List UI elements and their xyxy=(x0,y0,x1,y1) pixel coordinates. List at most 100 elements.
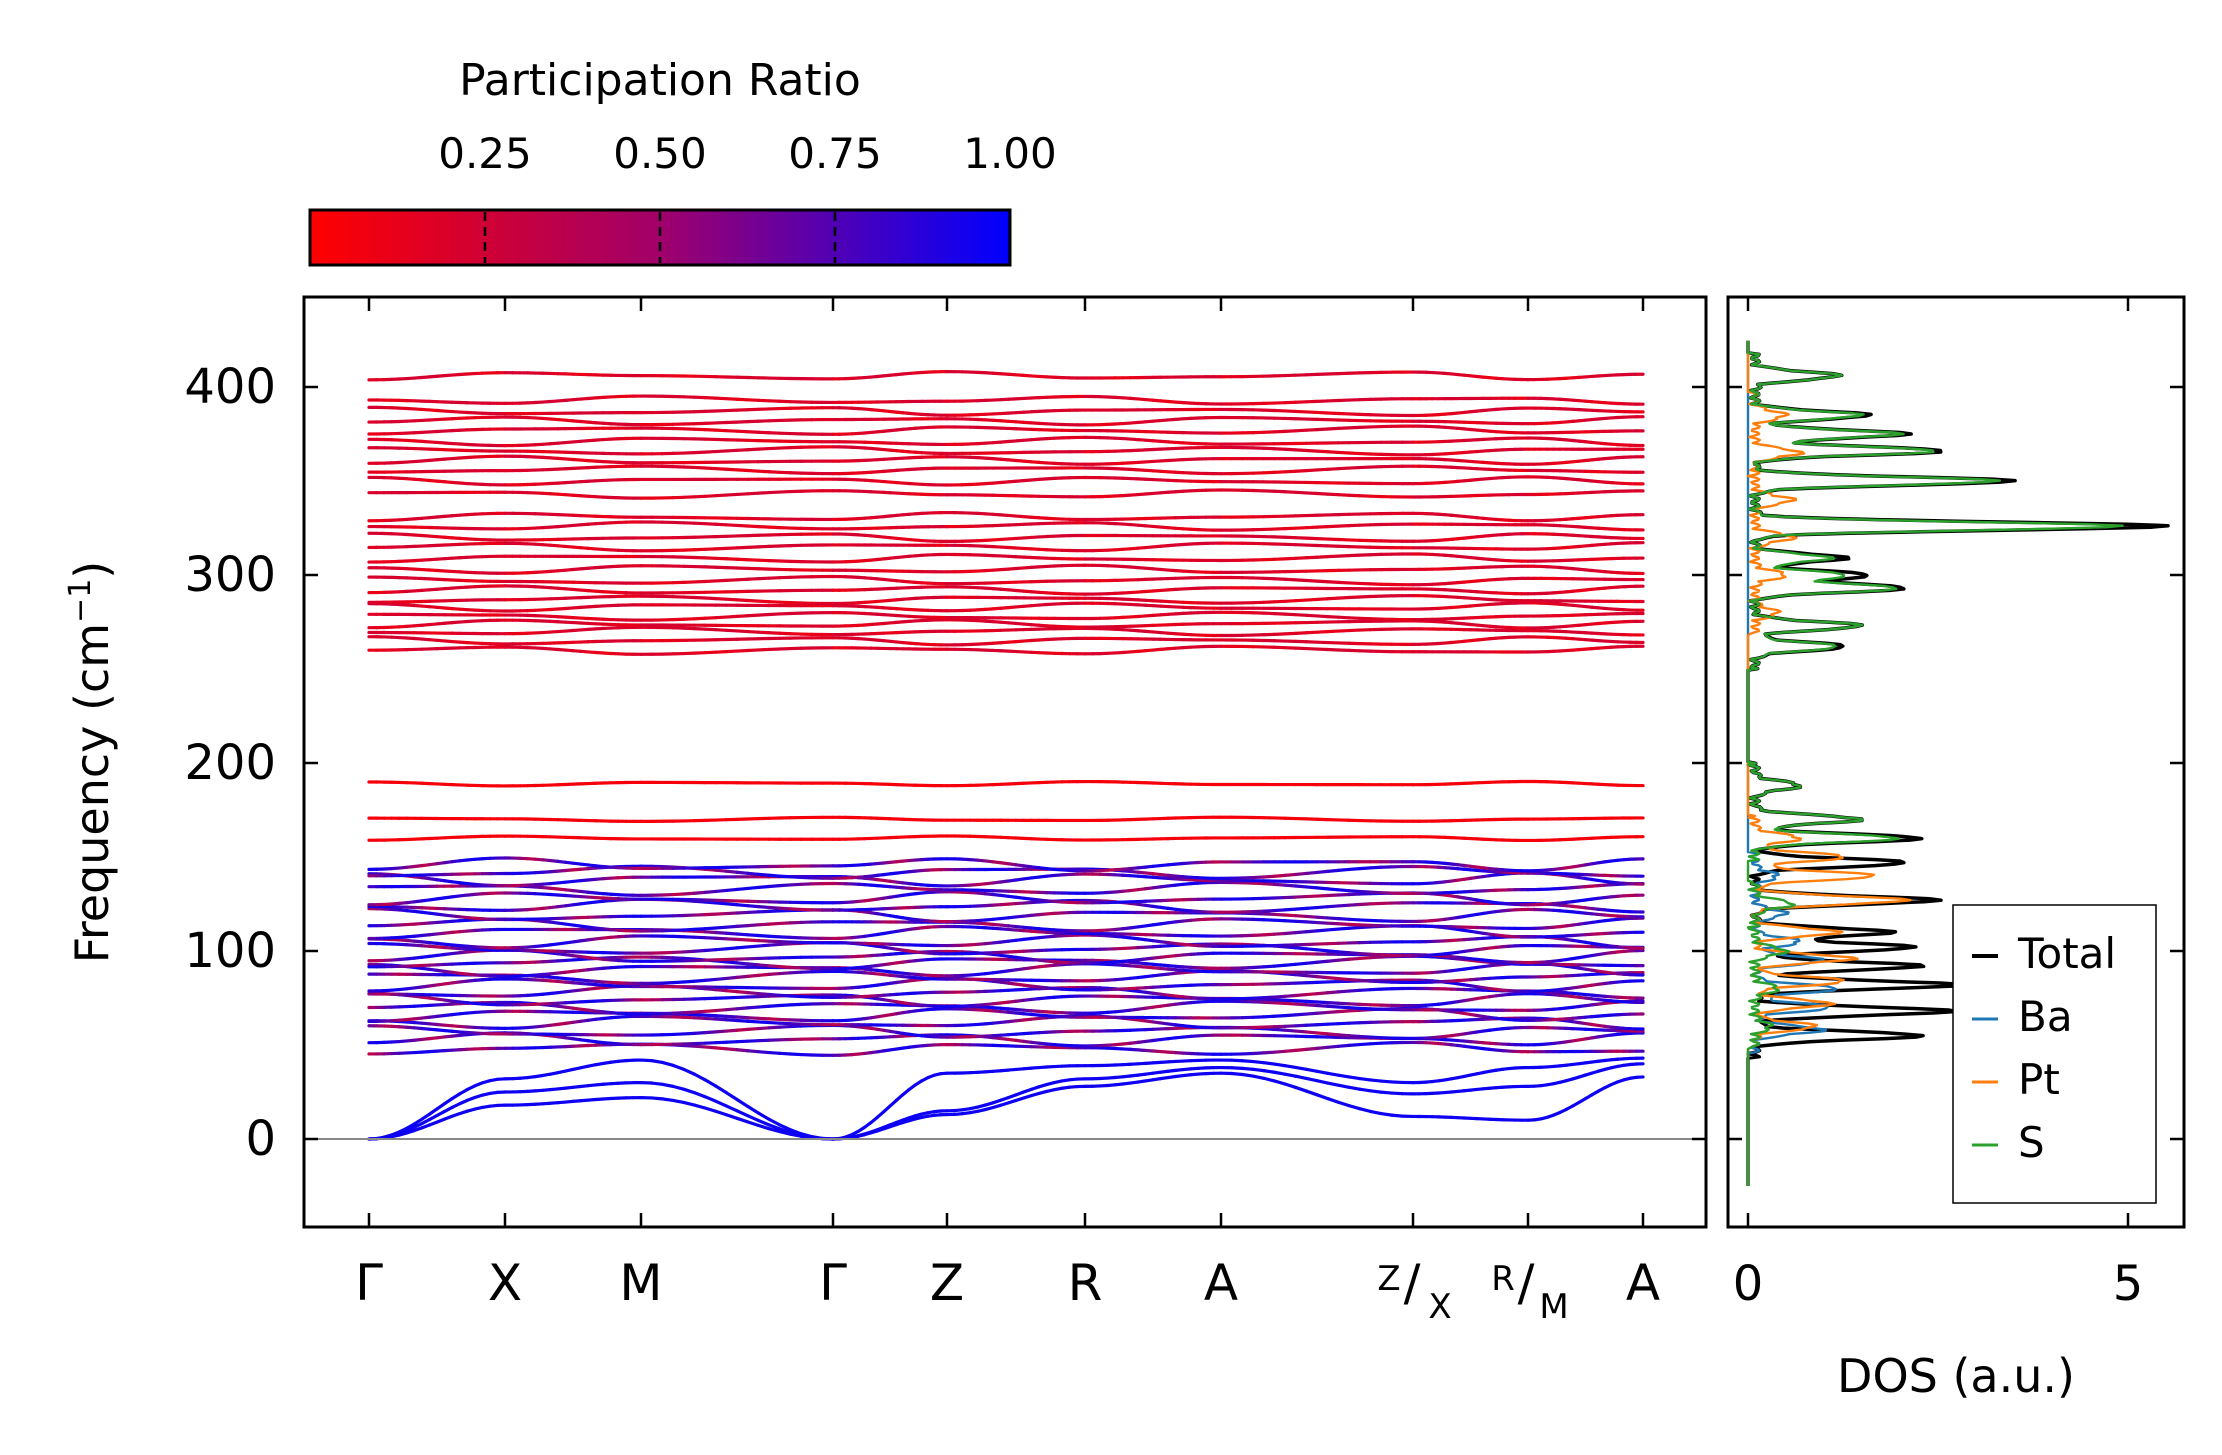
optical-band xyxy=(746,629,760,634)
optical-band xyxy=(735,629,750,634)
optical-band xyxy=(724,448,739,453)
colorbar-ticks: 0.25 0.50 0.75 1.00 xyxy=(438,129,1057,263)
optical-band xyxy=(1283,577,1298,582)
optical-band xyxy=(1315,427,1330,432)
optical-band xyxy=(746,1049,760,1054)
optical-band xyxy=(1283,612,1298,617)
optical-band xyxy=(1336,580,1351,585)
optical-band xyxy=(746,613,760,618)
optical-band xyxy=(1304,410,1319,415)
optical-band xyxy=(1304,468,1319,473)
optical-band xyxy=(735,648,750,653)
optical-band xyxy=(1336,595,1351,600)
optical-band xyxy=(1294,631,1308,635)
optical-band xyxy=(1304,630,1319,635)
optical-band xyxy=(714,449,728,454)
optical-band xyxy=(692,494,707,499)
optical-band xyxy=(1347,595,1362,600)
optical-band xyxy=(724,614,739,619)
optical-band xyxy=(1272,447,1287,451)
optical-band xyxy=(692,1044,707,1049)
optical-band xyxy=(756,612,771,617)
optical-band xyxy=(703,522,718,526)
optical-band xyxy=(746,491,760,496)
optical-band xyxy=(1326,554,1340,559)
optical-band xyxy=(1294,409,1308,414)
optical-band xyxy=(1272,1049,1287,1054)
optical-band xyxy=(1304,491,1319,496)
optical-band xyxy=(735,523,750,528)
optical-band xyxy=(1315,614,1330,619)
optical-band xyxy=(1283,447,1298,452)
optical-band xyxy=(1294,526,1308,530)
optical-band xyxy=(767,631,782,635)
optical-band xyxy=(703,579,718,584)
optical-band xyxy=(756,490,771,495)
optical-band xyxy=(1358,1042,1372,1047)
optical-band xyxy=(1272,612,1287,616)
optical-band xyxy=(756,576,771,581)
optical-band xyxy=(735,448,750,452)
optical-band xyxy=(692,595,707,600)
optical-band xyxy=(1315,579,1330,584)
optical-band xyxy=(724,1040,739,1044)
optical-band xyxy=(1326,411,1340,416)
optical-band xyxy=(756,647,771,652)
optical-band xyxy=(1294,598,1308,603)
optical-band xyxy=(714,466,728,471)
optical-band xyxy=(1294,428,1308,433)
optical-band xyxy=(1272,599,1287,604)
optical-band xyxy=(1326,450,1340,455)
optical-band xyxy=(714,650,728,654)
optical-band xyxy=(735,598,750,603)
phonon-bands xyxy=(367,370,1645,1141)
optical-band xyxy=(1315,467,1330,472)
optical-band xyxy=(1304,597,1319,602)
optical-band xyxy=(1347,465,1362,470)
optical-band xyxy=(1336,450,1351,455)
optical-band xyxy=(1326,467,1340,471)
optical-band xyxy=(735,614,750,618)
optical-band xyxy=(1283,1048,1298,1053)
optical-band xyxy=(1283,490,1298,494)
optical-band xyxy=(1262,1050,1276,1055)
optical-band xyxy=(756,446,771,451)
optical-band xyxy=(1272,577,1287,581)
optical-band xyxy=(735,492,750,497)
optical-band xyxy=(703,466,718,471)
optical-band xyxy=(1326,580,1340,584)
optical-band xyxy=(703,650,718,655)
optical-band xyxy=(767,490,782,495)
optical-band xyxy=(735,429,750,434)
optical-band xyxy=(724,628,739,633)
optical-band xyxy=(1336,1043,1351,1048)
optical-band xyxy=(735,545,750,550)
colorbar-tick-label: 0.75 xyxy=(788,129,882,178)
optical-band xyxy=(724,429,739,433)
optical-band xyxy=(1336,466,1351,471)
optical-band xyxy=(767,612,782,617)
optical-band xyxy=(1294,468,1308,473)
optical-band xyxy=(682,1043,696,1048)
optical-band xyxy=(756,1050,771,1055)
optical-band xyxy=(756,469,771,474)
optical-band xyxy=(724,467,739,472)
optical-band xyxy=(692,450,707,455)
optical-band xyxy=(756,599,771,604)
optical-band xyxy=(714,615,728,620)
optical-band xyxy=(735,468,750,473)
optical-band xyxy=(714,522,728,527)
optical-band xyxy=(746,524,760,529)
optical-band xyxy=(1326,1044,1340,1049)
optical-band xyxy=(692,465,707,470)
optical-band xyxy=(756,525,771,529)
optical-band xyxy=(746,447,760,452)
optical-band xyxy=(1326,596,1340,601)
optical-band xyxy=(703,627,718,632)
optical-band xyxy=(714,578,728,583)
optical-band xyxy=(1315,449,1330,454)
optical-band xyxy=(767,470,782,474)
optical-band xyxy=(724,597,739,602)
optical-band xyxy=(1315,410,1330,415)
optical-band xyxy=(1326,629,1340,634)
